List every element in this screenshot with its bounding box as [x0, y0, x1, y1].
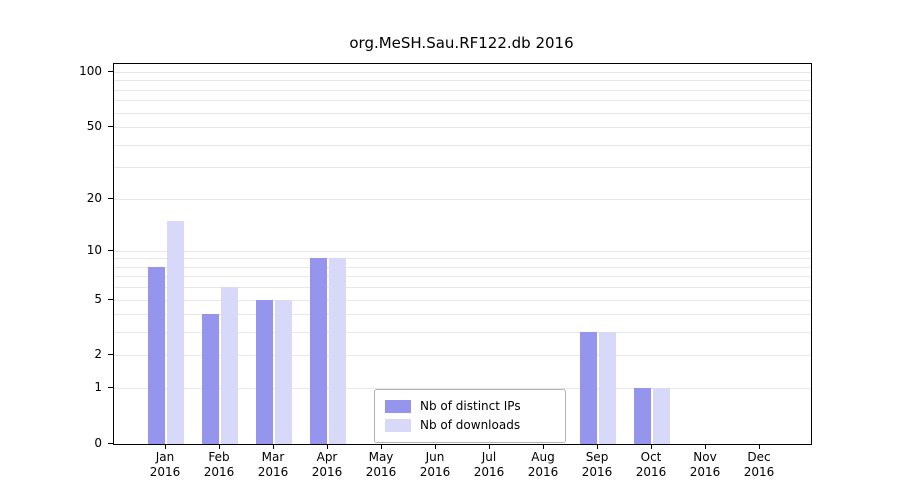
y-gridline: [114, 80, 811, 82]
y-gridline: [114, 258, 811, 260]
x-tick-mark: [219, 444, 220, 449]
x-tick-mark: [543, 444, 544, 449]
y-gridline: [114, 250, 811, 252]
bar-downloads-sep: [599, 332, 616, 444]
y-tick-mark: [108, 249, 113, 251]
y-tick-label: 1: [94, 380, 102, 395]
x-tick-label: Apr 2016: [311, 450, 343, 479]
legend-label-downloads: Nb of downloads: [420, 418, 521, 432]
y-gridline: [114, 276, 811, 278]
bar-downloads-oct: [653, 388, 670, 444]
legend: Nb of distinct IPs Nb of downloads: [374, 389, 566, 443]
y-gridline: [114, 287, 811, 289]
bar-downloads-apr: [329, 258, 346, 444]
x-tick-mark: [759, 444, 760, 449]
x-tick-label: Oct 2016: [635, 450, 667, 479]
y-gridline: [114, 112, 811, 114]
y-gridline: [114, 355, 811, 357]
y-tick-mark: [108, 126, 113, 128]
x-tick-mark: [273, 444, 274, 449]
y-gridline: [114, 127, 811, 129]
bar-distinct-ips-oct: [634, 388, 651, 444]
bar-distinct-ips-sep: [580, 332, 597, 444]
x-tick-mark: [435, 444, 436, 449]
x-tick-label: Jan 2016: [149, 450, 181, 479]
bar-downloads-feb: [221, 287, 238, 444]
x-tick-label: Jul 2016: [473, 450, 505, 479]
y-tick-label: 5: [94, 291, 102, 306]
x-tick-label: Dec 2016: [743, 450, 775, 479]
x-tick-mark: [651, 444, 652, 449]
y-tick-mark: [108, 197, 113, 199]
x-tick-mark: [597, 444, 598, 449]
x-tick-label: Nov 2016: [689, 450, 721, 479]
x-tick-label: Mar 2016: [257, 450, 289, 479]
legend-item-downloads: Nb of downloads: [385, 416, 555, 435]
legend-label-distinct-ips: Nb of distinct IPs: [420, 399, 521, 413]
y-gridline: [114, 167, 811, 169]
legend-item-distinct-ips: Nb of distinct IPs: [385, 397, 555, 416]
x-tick-mark: [327, 444, 328, 449]
y-gridline: [114, 144, 811, 146]
y-gridline: [114, 314, 811, 316]
x-tick-label: May 2016: [365, 450, 397, 479]
y-tick-mark: [108, 298, 113, 300]
y-gridline: [114, 100, 811, 102]
bar-downloads-mar: [275, 299, 292, 444]
legend-swatch-distinct-ips: [385, 400, 411, 413]
bar-downloads-jan: [167, 220, 184, 444]
legend-swatch-downloads: [385, 419, 411, 432]
y-tick-mark: [108, 443, 113, 444]
bar-distinct-ips-apr: [310, 258, 327, 444]
chart-title: org.MeSH.Sau.RF122.db 2016: [349, 34, 574, 52]
plot-area: Nb of distinct IPs Nb of downloads: [113, 63, 812, 445]
bar-distinct-ips-mar: [256, 299, 273, 444]
y-tick-label: 2: [94, 347, 102, 362]
x-tick-mark: [165, 444, 166, 449]
bar-distinct-ips-feb: [202, 314, 219, 444]
y-gridline: [114, 89, 811, 91]
y-tick-mark: [108, 387, 113, 389]
x-tick-label: Aug 2016: [527, 450, 559, 479]
x-tick-label: Feb 2016: [203, 450, 235, 479]
y-tick-label: 50: [86, 119, 102, 134]
bar-distinct-ips-jan: [148, 266, 165, 444]
y-tick-label: 100: [79, 64, 102, 78]
y-gridline: [114, 198, 811, 200]
x-tick-mark: [705, 444, 706, 449]
x-tick-label: Jun 2016: [419, 450, 451, 479]
y-tick-label: 20: [86, 190, 102, 205]
y-gridline: [114, 388, 811, 390]
y-gridline: [114, 299, 811, 301]
y-gridline: [114, 266, 811, 268]
x-tick-label: Sep 2016: [581, 450, 613, 479]
x-tick-mark: [381, 444, 382, 449]
x-tick-mark: [489, 444, 490, 449]
y-tick-mark: [108, 354, 113, 356]
y-gridline: [114, 72, 811, 73]
y-tick-mark: [108, 71, 113, 72]
y-tick-label: 0: [94, 436, 102, 450]
y-tick-label: 10: [86, 242, 102, 257]
y-gridline: [114, 332, 811, 334]
